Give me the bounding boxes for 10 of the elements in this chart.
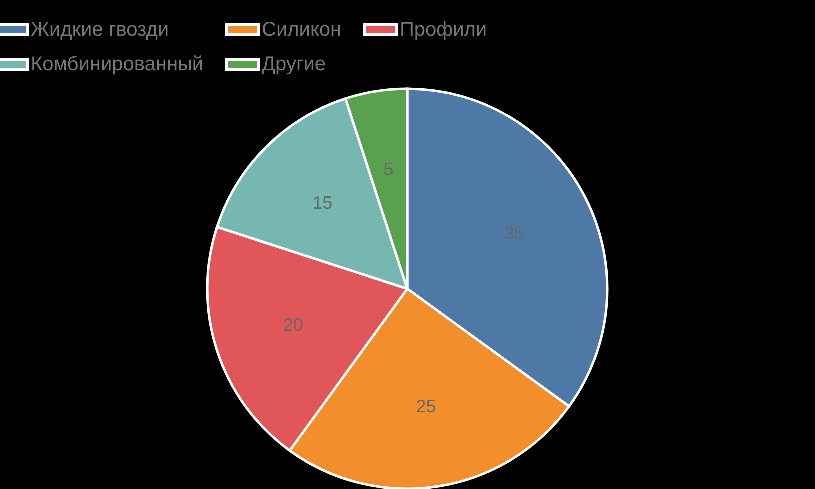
data-label: 20 xyxy=(283,315,304,336)
data-label: 25 xyxy=(416,396,436,417)
legend-label: Комбинированный xyxy=(31,54,204,76)
legend-label: Другие xyxy=(262,54,326,76)
data-label: 15 xyxy=(312,193,333,214)
legend-label: Силикон xyxy=(262,18,342,41)
data-label: 5 xyxy=(384,159,394,180)
legend-label: Профили xyxy=(400,18,488,41)
data-label: 35 xyxy=(504,224,524,244)
legend-label: Жидкие гвозди xyxy=(31,18,170,41)
